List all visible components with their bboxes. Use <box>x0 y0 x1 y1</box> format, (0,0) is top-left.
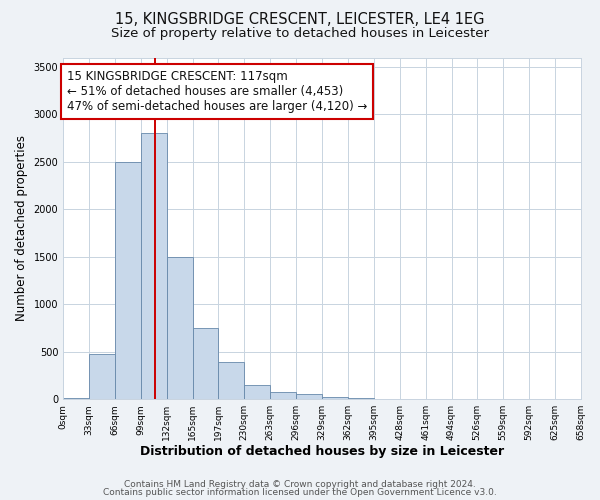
Bar <box>270 392 296 399</box>
Bar <box>115 162 141 399</box>
Text: 15, KINGSBRIDGE CRESCENT, LEICESTER, LE4 1EG: 15, KINGSBRIDGE CRESCENT, LEICESTER, LE4… <box>115 12 485 28</box>
Bar <box>193 328 218 399</box>
Bar <box>296 394 322 399</box>
Y-axis label: Number of detached properties: Number of detached properties <box>15 136 28 322</box>
Text: Contains public sector information licensed under the Open Government Licence v3: Contains public sector information licen… <box>103 488 497 497</box>
Text: Contains HM Land Registry data © Crown copyright and database right 2024.: Contains HM Land Registry data © Crown c… <box>124 480 476 489</box>
Bar <box>167 257 193 399</box>
Bar <box>63 398 89 399</box>
Bar <box>244 386 270 399</box>
X-axis label: Distribution of detached houses by size in Leicester: Distribution of detached houses by size … <box>140 444 504 458</box>
Bar <box>322 397 348 399</box>
Bar <box>89 354 115 399</box>
Bar <box>141 134 167 399</box>
Bar <box>348 398 374 399</box>
Text: Size of property relative to detached houses in Leicester: Size of property relative to detached ho… <box>111 28 489 40</box>
Text: 15 KINGSBRIDGE CRESCENT: 117sqm
← 51% of detached houses are smaller (4,453)
47%: 15 KINGSBRIDGE CRESCENT: 117sqm ← 51% of… <box>67 70 367 113</box>
Bar <box>218 362 244 399</box>
